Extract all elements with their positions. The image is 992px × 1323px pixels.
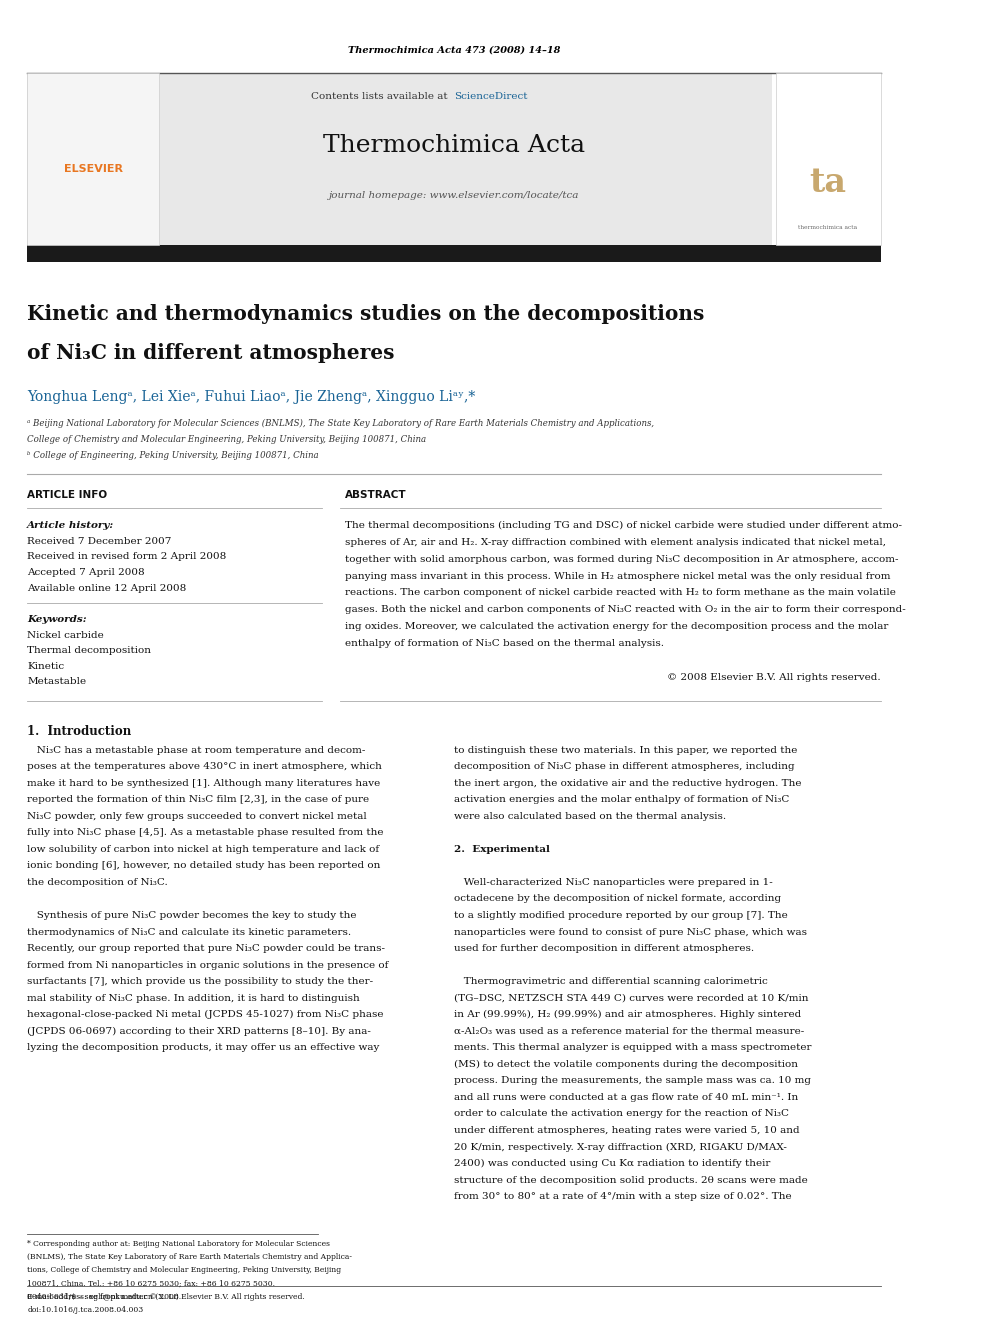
Text: and all runs were conducted at a gas flow rate of 40 mL min⁻¹. In: and all runs were conducted at a gas flo… [454, 1093, 799, 1102]
Text: Yonghua Lengᵃ, Lei Xieᵃ, Fuhui Liaoᵃ, Jie Zhengᵃ, Xingguo Liᵃʸ,*: Yonghua Lengᵃ, Lei Xieᵃ, Fuhui Liaoᵃ, Ji… [27, 390, 475, 404]
Text: gases. Both the nickel and carbon components of Ni₃C reacted with O₂ in the air : gases. Both the nickel and carbon compon… [345, 606, 906, 614]
Text: in Ar (99.99%), H₂ (99.99%) and air atmospheres. Highly sintered: in Ar (99.99%), H₂ (99.99%) and air atmo… [454, 1011, 802, 1019]
Text: nanoparticles were found to consist of pure Ni₃C phase, which was: nanoparticles were found to consist of p… [454, 927, 806, 937]
Text: Accepted 7 April 2008: Accepted 7 April 2008 [27, 569, 145, 577]
Text: ments. This thermal analyzer is equipped with a mass spectrometer: ments. This thermal analyzer is equipped… [454, 1044, 811, 1052]
Text: α-Al₂O₃ was used as a reference material for the thermal measure-: α-Al₂O₃ was used as a reference material… [454, 1027, 805, 1036]
Text: (BNLMS), The State Key Laboratory of Rare Earth Materials Chemistry and Applica-: (BNLMS), The State Key Laboratory of Rar… [27, 1253, 352, 1261]
Text: low solubility of carbon into nickel at high temperature and lack of: low solubility of carbon into nickel at … [27, 845, 379, 853]
Text: Kinetic and thermodynamics studies on the decompositions: Kinetic and thermodynamics studies on th… [27, 303, 704, 324]
Text: tions, College of Chemistry and Molecular Engineering, Peking University, Beijin: tions, College of Chemistry and Molecula… [27, 1266, 341, 1274]
Text: Thermochimica Acta: Thermochimica Acta [322, 134, 585, 157]
Text: lyzing the decomposition products, it may offer us an effective way: lyzing the decomposition products, it ma… [27, 1044, 380, 1052]
Text: thermochimica acta: thermochimica acta [799, 225, 857, 230]
Text: decomposition of Ni₃C phase in different atmospheres, including: decomposition of Ni₃C phase in different… [454, 762, 795, 771]
Text: surfactants [7], which provide us the possibility to study the ther-: surfactants [7], which provide us the po… [27, 978, 373, 986]
Text: octadecene by the decomposition of nickel formate, according: octadecene by the decomposition of nicke… [454, 894, 781, 904]
Text: to distinguish these two materials. In this paper, we reported the: to distinguish these two materials. In t… [454, 746, 798, 754]
Text: Ni₃C powder, only few groups succeeded to convert nickel metal: Ni₃C powder, only few groups succeeded t… [27, 812, 367, 820]
Text: College of Chemistry and Molecular Engineering, Peking University, Beijing 10087: College of Chemistry and Molecular Engin… [27, 435, 427, 443]
Text: formed from Ni nanoparticles in organic solutions in the presence of: formed from Ni nanoparticles in organic … [27, 960, 389, 970]
Text: panying mass invariant in this process. While in H₂ atmosphere nickel metal was : panying mass invariant in this process. … [345, 572, 891, 581]
Text: (TG–DSC, NETZSCH STA 449 C) curves were recorded at 10 K/min: (TG–DSC, NETZSCH STA 449 C) curves were … [454, 994, 808, 1003]
Bar [27, 245, 881, 262]
Text: the decomposition of Ni₃C.: the decomposition of Ni₃C. [27, 878, 168, 886]
Text: 2.  Experimental: 2. Experimental [454, 845, 550, 853]
Text: were also calculated based on the thermal analysis.: were also calculated based on the therma… [454, 812, 726, 820]
Text: the inert argon, the oxidative air and the reductive hydrogen. The: the inert argon, the oxidative air and t… [454, 779, 802, 787]
Text: 1.  Introduction: 1. Introduction [27, 725, 132, 738]
Text: ionic bonding [6], however, no detailed study has been reported on: ionic bonding [6], however, no detailed … [27, 861, 381, 871]
Text: hexagonal-close-packed Ni metal (JCPDS 45-1027) from Ni₃C phase: hexagonal-close-packed Ni metal (JCPDS 4… [27, 1011, 384, 1019]
Text: together with solid amorphous carbon, was formed during Ni₃C decomposition in Ar: together with solid amorphous carbon, wa… [345, 554, 899, 564]
Text: ᵃ Beijing National Laboratory for Molecular Sciences (BNLMS), The State Key Labo: ᵃ Beijing National Laboratory for Molecu… [27, 419, 655, 427]
Text: 0040-6031/$ – see front matter © 2008 Elsevier B.V. All rights reserved.: 0040-6031/$ – see front matter © 2008 El… [27, 1293, 305, 1301]
Text: ARTICLE INFO: ARTICLE INFO [27, 490, 107, 500]
Text: * Corresponding author at: Beijing National Laboratory for Molecular Sciences: * Corresponding author at: Beijing Natio… [27, 1240, 330, 1248]
Text: ScienceDirect: ScienceDirect [454, 93, 528, 101]
Text: process. During the measurements, the sample mass was ca. 10 mg: process. During the measurements, the sa… [454, 1077, 810, 1085]
Text: poses at the temperatures above 430°C in inert atmosphere, which: poses at the temperatures above 430°C in… [27, 762, 382, 771]
Text: ABSTRACT: ABSTRACT [345, 490, 407, 500]
Text: (JCPDS 06-0697) according to their XRD patterns [8–10]. By ana-: (JCPDS 06-0697) according to their XRD p… [27, 1027, 371, 1036]
Text: thermodynamics of Ni₃C and calculate its kinetic parameters.: thermodynamics of Ni₃C and calculate its… [27, 927, 351, 937]
Text: Received in revised form 2 April 2008: Received in revised form 2 April 2008 [27, 553, 226, 561]
Text: from 30° to 80° at a rate of 4°/min with a step size of 0.02°. The: from 30° to 80° at a rate of 4°/min with… [454, 1192, 792, 1201]
Text: of Ni₃C in different atmospheres: of Ni₃C in different atmospheres [27, 343, 395, 364]
Text: ELSEVIER: ELSEVIER [64, 164, 123, 175]
Text: make it hard to be synthesized [1]. Although many literatures have: make it hard to be synthesized [1]. Alth… [27, 779, 381, 787]
Bar [777, 73, 881, 245]
Text: Recently, our group reported that pure Ni₃C powder could be trans-: Recently, our group reported that pure N… [27, 945, 385, 953]
Text: Nickel carbide: Nickel carbide [27, 631, 104, 639]
Text: Article history:: Article history: [27, 521, 114, 529]
Bar [27, 73, 772, 245]
Text: (MS) to detect the volatile components during the decomposition: (MS) to detect the volatile components d… [454, 1060, 798, 1069]
Text: doi:10.1016/j.tca.2008.04.003: doi:10.1016/j.tca.2008.04.003 [27, 1306, 144, 1314]
Text: ta: ta [809, 167, 846, 198]
Text: structure of the decomposition solid products. 2θ scans were made: structure of the decomposition solid pro… [454, 1176, 807, 1184]
Text: mal stability of Ni₃C phase. In addition, it is hard to distinguish: mal stability of Ni₃C phase. In addition… [27, 994, 360, 1003]
Text: The thermal decompositions (including TG and DSC) of nickel carbide were studied: The thermal decompositions (including TG… [345, 521, 902, 529]
Text: enthalpy of formation of Ni₃C based on the thermal analysis.: enthalpy of formation of Ni₃C based on t… [345, 639, 664, 648]
Text: spheres of Ar, air and H₂. X-ray diffraction combined with element analysis indi: spheres of Ar, air and H₂. X-ray diffrac… [345, 537, 886, 546]
Text: reactions. The carbon component of nickel carbide reacted with H₂ to form methan: reactions. The carbon component of nicke… [345, 589, 896, 598]
Text: 2400) was conducted using Cu Kα radiation to identify their: 2400) was conducted using Cu Kα radiatio… [454, 1159, 771, 1168]
Text: used for further decomposition in different atmospheres.: used for further decomposition in differ… [454, 945, 754, 953]
Text: reported the formation of thin Ni₃C film [2,3], in the case of pure: reported the formation of thin Ni₃C film… [27, 795, 369, 804]
Text: © 2008 Elsevier B.V. All rights reserved.: © 2008 Elsevier B.V. All rights reserved… [667, 673, 881, 681]
Text: Well-characterized Ni₃C nanoparticles were prepared in 1-: Well-characterized Ni₃C nanoparticles we… [454, 878, 773, 886]
Text: journal homepage: www.elsevier.com/locate/tca: journal homepage: www.elsevier.com/locat… [328, 192, 579, 200]
Text: Keywords:: Keywords: [27, 615, 87, 623]
Text: Available online 12 April 2008: Available online 12 April 2008 [27, 585, 186, 593]
Text: Metastable: Metastable [27, 677, 86, 685]
Text: Synthesis of pure Ni₃C powder becomes the key to study the: Synthesis of pure Ni₃C powder becomes th… [27, 912, 357, 919]
Text: 100871, China. Tel.: +86 10 6275 5030; fax: +86 10 6275 5030.: 100871, China. Tel.: +86 10 6275 5030; f… [27, 1279, 275, 1287]
Bar [27, 73, 159, 245]
Text: Thermal decomposition: Thermal decomposition [27, 647, 151, 655]
Text: under different atmospheres, heating rates were varied 5, 10 and: under different atmospheres, heating rat… [454, 1126, 800, 1135]
Text: ing oxides. Moreover, we calculated the activation energy for the decomposition : ing oxides. Moreover, we calculated the … [345, 622, 889, 631]
Text: Thermochimica Acta 473 (2008) 14–18: Thermochimica Acta 473 (2008) 14–18 [348, 46, 560, 54]
Text: Contents lists available at: Contents lists available at [311, 93, 451, 101]
Text: activation energies and the molar enthalpy of formation of Ni₃C: activation energies and the molar enthal… [454, 795, 790, 804]
Text: order to calculate the activation energy for the reaction of Ni₃C: order to calculate the activation energy… [454, 1110, 789, 1118]
Text: Kinetic: Kinetic [27, 663, 64, 671]
Text: fully into Ni₃C phase [4,5]. As a metastable phase resulted from the: fully into Ni₃C phase [4,5]. As a metast… [27, 828, 384, 837]
Text: to a slightly modified procedure reported by our group [7]. The: to a slightly modified procedure reporte… [454, 912, 788, 919]
Text: E-mail address: xgli@pku.edu.cn (X. Li).: E-mail address: xgli@pku.edu.cn (X. Li). [27, 1293, 182, 1301]
Text: Thermogravimetric and differential scanning calorimetric: Thermogravimetric and differential scann… [454, 978, 768, 986]
Text: ᵇ College of Engineering, Peking University, Beijing 100871, China: ᵇ College of Engineering, Peking Univers… [27, 451, 318, 459]
Text: Received 7 December 2007: Received 7 December 2007 [27, 537, 172, 545]
Text: 20 K/min, respectively. X-ray diffraction (XRD, RIGAKU D/MAX-: 20 K/min, respectively. X-ray diffractio… [454, 1143, 787, 1151]
Text: Ni₃C has a metastable phase at room temperature and decom-: Ni₃C has a metastable phase at room temp… [27, 746, 366, 754]
